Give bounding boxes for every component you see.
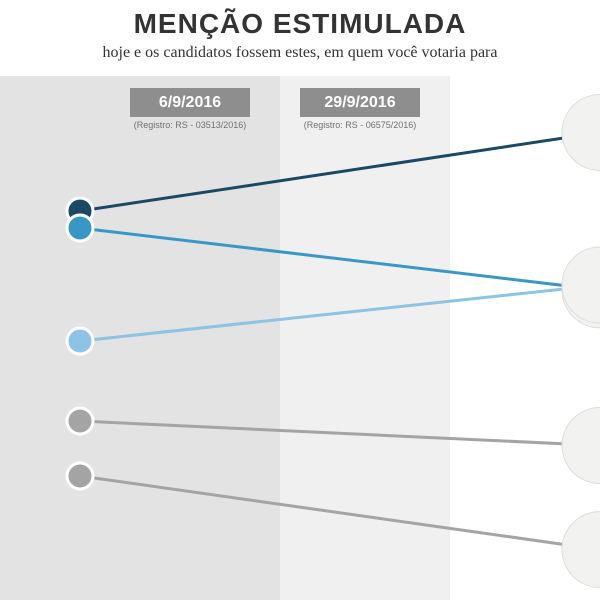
candidate-avatar-s3 — [562, 247, 600, 323]
series-line-s2 — [80, 228, 600, 291]
chart-lines — [80, 131, 600, 551]
series-line-s3 — [80, 284, 600, 341]
chart-area: 6/9/2016 (Registro: RS - 03513/2016) 29/… — [0, 76, 600, 600]
candidate-avatar-s5 — [562, 512, 600, 588]
marker-s4-c1 — [67, 408, 93, 434]
marker-s5-c1 — [67, 463, 93, 489]
subtitle-text: hoje e os candidatos fossem estes, em qu… — [103, 44, 498, 62]
line-chart — [0, 76, 600, 600]
marker-s2-c1 — [67, 215, 93, 241]
page-title: MENÇÃO ESTIMULADA — [0, 8, 600, 40]
candidate-avatar-s1 — [562, 95, 600, 171]
series-line-s1 — [80, 131, 600, 211]
marker-s3-c1 — [67, 328, 93, 354]
chart-end-circles — [562, 95, 600, 588]
candidate-avatar-s4 — [562, 408, 600, 484]
series-line-s5 — [80, 476, 600, 551]
chart-markers — [67, 198, 93, 489]
series-line-s4 — [80, 421, 600, 446]
